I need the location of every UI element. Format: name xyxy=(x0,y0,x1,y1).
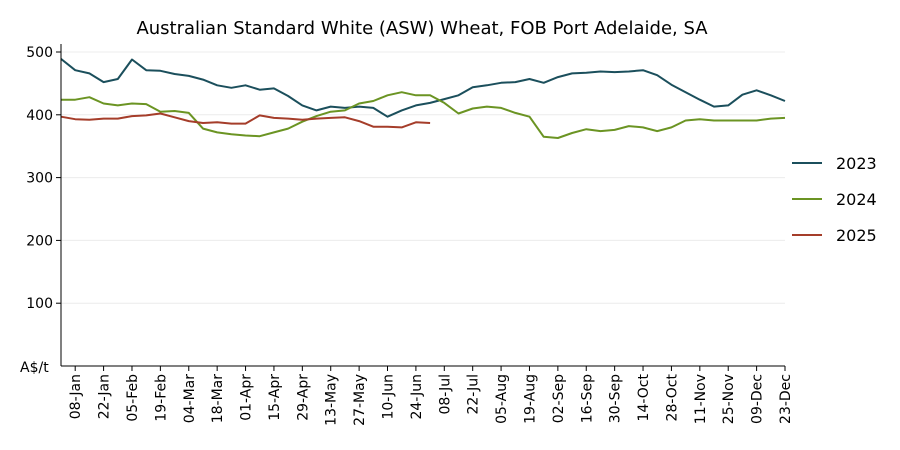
x-tick-label: 30-Sep xyxy=(608,374,624,423)
x-tick-label: 28-Oct xyxy=(664,373,680,421)
x-tick-label: 08-Jan xyxy=(68,374,84,419)
legend-label-2023: 2023 xyxy=(836,154,877,173)
x-tick-label: 25-Nov xyxy=(721,374,737,424)
x-tick-label: 10-Jun xyxy=(381,374,397,420)
x-tick-label: 11-Nov xyxy=(693,374,709,424)
y-tick-label: 100 xyxy=(26,296,53,312)
x-tick-label: 27-May xyxy=(352,374,368,426)
series-lines xyxy=(60,58,786,139)
y-tick-label: 500 xyxy=(26,45,53,61)
legend-label-2024: 2024 xyxy=(836,190,877,209)
x-tick-label: 15-Apr xyxy=(267,374,283,421)
series-line-2023 xyxy=(60,58,786,118)
x-tick-label: 05-Feb xyxy=(125,374,141,422)
y-tick-label: 400 xyxy=(26,108,53,124)
series-line-2024 xyxy=(61,91,786,139)
x-tick-label: 19-Aug xyxy=(522,374,538,424)
chart-title: Australian Standard White (ASW) Wheat, F… xyxy=(136,18,708,39)
y-axis-label: A$/t xyxy=(20,360,49,376)
x-tick-label: 16-Sep xyxy=(579,374,595,423)
x-tick-label: 02-Sep xyxy=(551,374,567,423)
x-tick-label: 08-Jul xyxy=(437,374,453,415)
x-tick-label: 23-Dec xyxy=(778,374,794,424)
x-tick-label: 22-Jul xyxy=(466,374,482,415)
x-tick-label: 04-Mar xyxy=(182,374,198,424)
axes xyxy=(60,44,785,367)
x-tick-label: 01-Apr xyxy=(239,374,255,421)
y-tick-label: 300 xyxy=(26,171,53,187)
y-axis-ticks: 100 200 300 400 500 xyxy=(26,45,61,312)
y-tick-label: 200 xyxy=(26,233,53,249)
x-tick-label: 09-Dec xyxy=(750,374,766,424)
legend: 2023 2024 2025 xyxy=(792,154,877,245)
x-tick-label: 24-Jun xyxy=(409,374,425,420)
x-tick-label: 05-Aug xyxy=(494,374,510,424)
x-tick-label: 19-Feb xyxy=(153,374,169,422)
x-tick-label: 22-Jan xyxy=(97,374,113,419)
x-tick-label: 18-Mar xyxy=(210,374,226,424)
x-tick-label: 13-May xyxy=(324,374,340,426)
x-tick-label: 14-Oct xyxy=(636,373,652,421)
gridlines xyxy=(61,51,785,304)
x-axis-ticks: 08-Jan 22-Jan 05-Feb 19-Feb 04-Mar 18-Mar 01-A… xyxy=(68,366,794,426)
x-tick-label: 29-Apr xyxy=(295,374,311,421)
series-line-2025 xyxy=(60,112,431,129)
legend-label-2025: 2025 xyxy=(836,226,877,245)
